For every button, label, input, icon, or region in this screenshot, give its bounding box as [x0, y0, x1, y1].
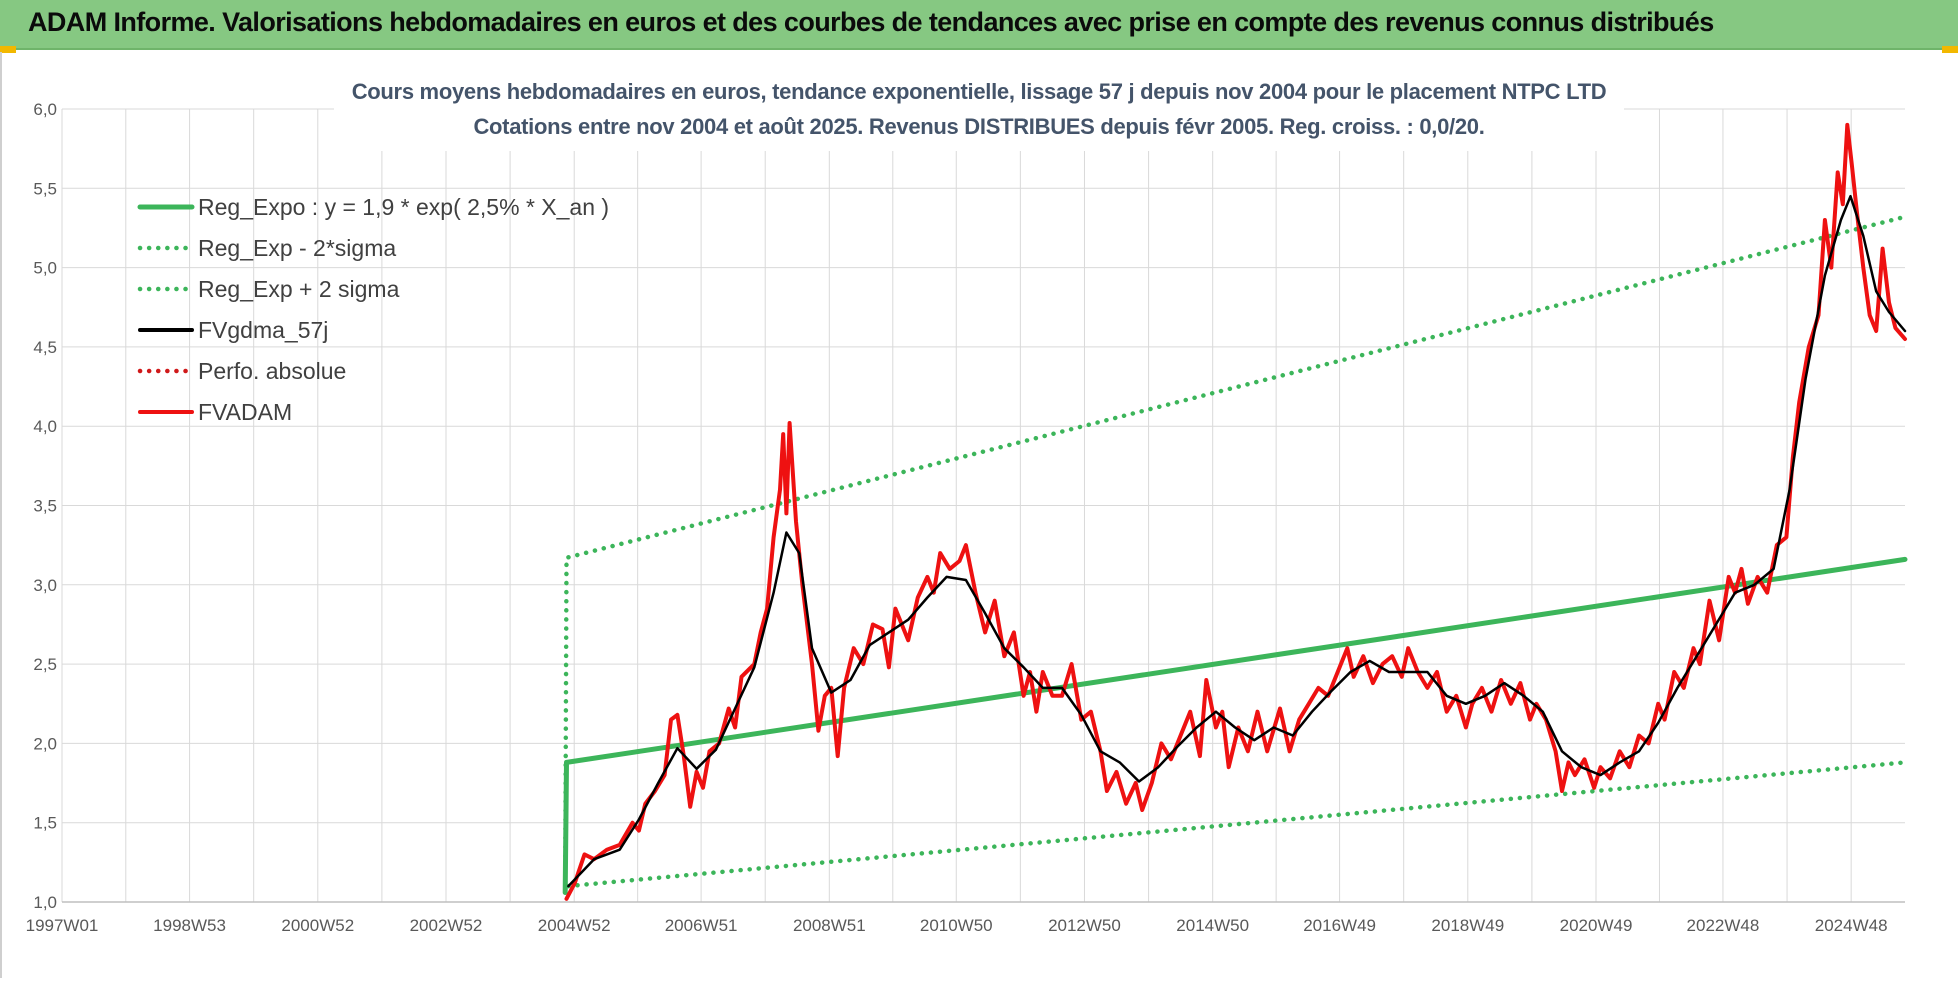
y-tick-label: 3,5: [33, 497, 57, 516]
legend-label-1: Reg_Exp - 2*sigma: [198, 235, 396, 261]
banner: ADAM Informe. Valorisations hebdomadaire…: [0, 0, 1958, 50]
corner-marker-left: [0, 46, 16, 53]
x-tick-label: 2022W48: [1687, 916, 1760, 935]
y-tick-label: 4,5: [33, 338, 57, 357]
x-tick-label: 1998W53: [153, 916, 226, 935]
chart-title-line1: Cours moyens hebdomadaires en euros, ten…: [352, 79, 1607, 104]
y-tick-label: 6,0: [33, 100, 57, 119]
x-tick-label: 2000W52: [281, 916, 354, 935]
series-line-2: [562, 214, 1908, 895]
y-tick-label: 4,0: [33, 417, 57, 436]
chart-title-line2: Cotations entre nov 2004 et août 2025. R…: [473, 114, 1484, 139]
x-tick-label: 2020W49: [1560, 916, 1633, 935]
y-tick-label: 2,5: [33, 655, 57, 674]
series-line-3: [567, 194, 1907, 888]
series-line-1: [566, 760, 1908, 889]
x-tick-label: 2004W52: [538, 916, 611, 935]
x-tick-label: 1997W01: [26, 916, 99, 935]
y-tick-label: 3,0: [33, 576, 57, 595]
x-tick-label: 2014W50: [1176, 916, 1249, 935]
y-tick-label: 2,0: [33, 734, 57, 753]
legend: Reg_Expo : y = 1,9 * exp( 2,5% * X_an ) R…: [137, 194, 609, 425]
legend-label-0: Reg_Expo : y = 1,9 * exp( 2,5% * X_an ): [198, 194, 609, 220]
y-tick-label: 1,5: [33, 814, 57, 833]
legend-label-5: FVADAM: [198, 399, 292, 425]
chart-area: 1,0 1,5 2,0 2,5 3,0 3,5 4,0 4,5 5,0 5,5 6,0 1997W01…: [0, 52, 1958, 978]
y-tick-label: 5,5: [33, 179, 57, 198]
series-lines: [562, 122, 1908, 901]
x-tick-label: 2012W50: [1048, 916, 1121, 935]
legend-label-3: FVgdma_57j: [198, 317, 328, 343]
x-tick-label: 2016W49: [1303, 916, 1376, 935]
corner-marker-right: [1942, 46, 1958, 53]
x-tick-label: 2024W48: [1815, 916, 1888, 935]
banner-title: ADAM Informe. Valorisations hebdomadaire…: [28, 7, 1714, 37]
gridlines: [61, 108, 1905, 903]
legend-label-2: Reg_Exp + 2 sigma: [198, 276, 400, 302]
x-tick-label: 2008W51: [793, 916, 866, 935]
x-tick-label: 2018W49: [1431, 916, 1504, 935]
y-tick-label: 1,0: [33, 893, 57, 912]
x-tick-label: 2002W52: [410, 916, 483, 935]
x-tick-label: 2010W50: [920, 916, 993, 935]
title-backdrop: [334, 71, 1624, 151]
line-chart: 1,0 1,5 2,0 2,5 3,0 3,5 4,0 4,5 5,0 5,5 6,0 1997W01…: [26, 71, 1908, 935]
legend-label-4: Perfo. absolue: [198, 358, 346, 384]
series-line-5: [564, 122, 1907, 901]
y-tick-label: 5,0: [33, 259, 57, 278]
axis-tick-labels: 1,0 1,5 2,0 2,5 3,0 3,5 4,0 4,5 5,0 5,5 6,0 1997W01…: [26, 100, 1888, 935]
x-tick-label: 2006W51: [665, 916, 738, 935]
